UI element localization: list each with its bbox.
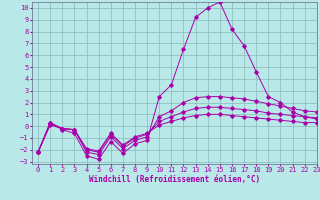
X-axis label: Windchill (Refroidissement éolien,°C): Windchill (Refroidissement éolien,°C) (89, 175, 260, 184)
